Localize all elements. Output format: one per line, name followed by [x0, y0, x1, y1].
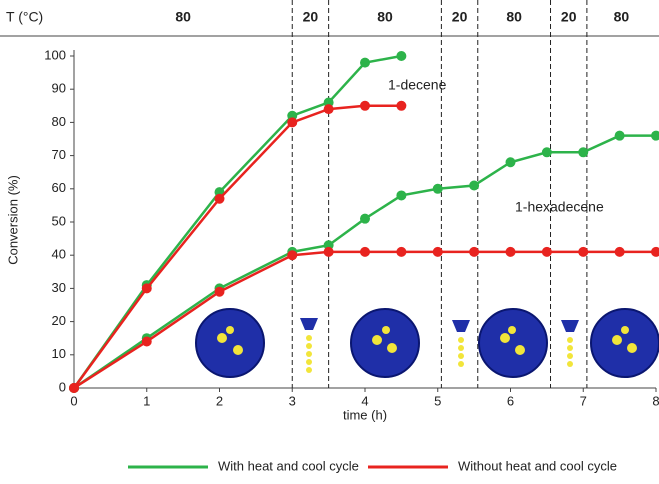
temperature-value: 80 [506, 9, 522, 25]
x-tick-label: 7 [580, 393, 587, 408]
data-point [505, 157, 516, 168]
data-point [614, 130, 625, 141]
data-point [396, 190, 407, 201]
data-point [432, 183, 443, 194]
y-tick-label: 10 [52, 346, 66, 361]
data-point [469, 180, 480, 191]
y-tick-label: 90 [52, 81, 66, 96]
data-point [578, 147, 589, 158]
data-point [541, 246, 552, 257]
x-tick-label: 8 [652, 393, 659, 408]
data-point [214, 193, 225, 204]
data-point [69, 383, 79, 393]
data-point [505, 246, 516, 257]
y-axis-label: Conversion (%) [5, 175, 20, 265]
data-point [614, 246, 625, 257]
annotation: 1-hexadecene [515, 199, 604, 215]
data-point [396, 246, 407, 257]
data-point [360, 246, 370, 257]
data-point [578, 246, 589, 257]
y-tick-label: 40 [52, 247, 66, 262]
data-point [360, 213, 370, 224]
legend-label: With heat and cool cycle [218, 458, 359, 473]
data-point [541, 147, 552, 158]
data-point [360, 100, 370, 111]
annotation: 1-decene [388, 77, 447, 93]
data-point [360, 57, 370, 68]
y-tick-label: 70 [52, 147, 66, 162]
x-tick-label: 4 [361, 393, 368, 408]
data-point [141, 336, 152, 347]
y-tick-label: 20 [52, 313, 66, 328]
temperature-value: 20 [561, 9, 577, 25]
y-tick-label: 0 [59, 379, 66, 394]
data-point [214, 286, 225, 297]
data-point [141, 283, 152, 294]
temperature-value: 80 [377, 9, 393, 25]
y-tick-label: 30 [52, 280, 66, 295]
temperature-value: 80 [614, 9, 630, 25]
x-tick-label: 3 [289, 393, 296, 408]
x-tick-label: 0 [70, 393, 77, 408]
x-axis-label: time (h) [343, 407, 387, 422]
legend-label: Without heat and cool cycle [458, 458, 617, 473]
x-tick-label: 2 [216, 393, 223, 408]
y-tick-label: 50 [52, 213, 66, 228]
y-tick-label: 60 [52, 180, 66, 195]
data-point [651, 130, 659, 141]
temperature-value: 20 [303, 9, 319, 25]
data-point [396, 100, 407, 111]
x-tick-label: 6 [507, 393, 514, 408]
y-tick-label: 80 [52, 114, 66, 129]
data-point [287, 250, 298, 261]
temperature-label: T (°C) [6, 9, 43, 25]
x-tick-label: 1 [143, 393, 150, 408]
temperature-value: 80 [175, 9, 191, 25]
x-tick-label: 5 [434, 393, 441, 408]
temperature-value: 20 [452, 9, 468, 25]
data-point [323, 246, 334, 257]
data-point [651, 246, 659, 257]
nanoparticle-illustrations [195, 308, 659, 378]
y-tick-label: 100 [44, 47, 66, 62]
data-point [287, 117, 298, 128]
data-point [469, 246, 480, 257]
data-point [323, 104, 334, 115]
data-point [432, 246, 443, 257]
series-line [73, 134, 656, 390]
series-line [73, 250, 656, 390]
data-point [396, 51, 407, 61]
